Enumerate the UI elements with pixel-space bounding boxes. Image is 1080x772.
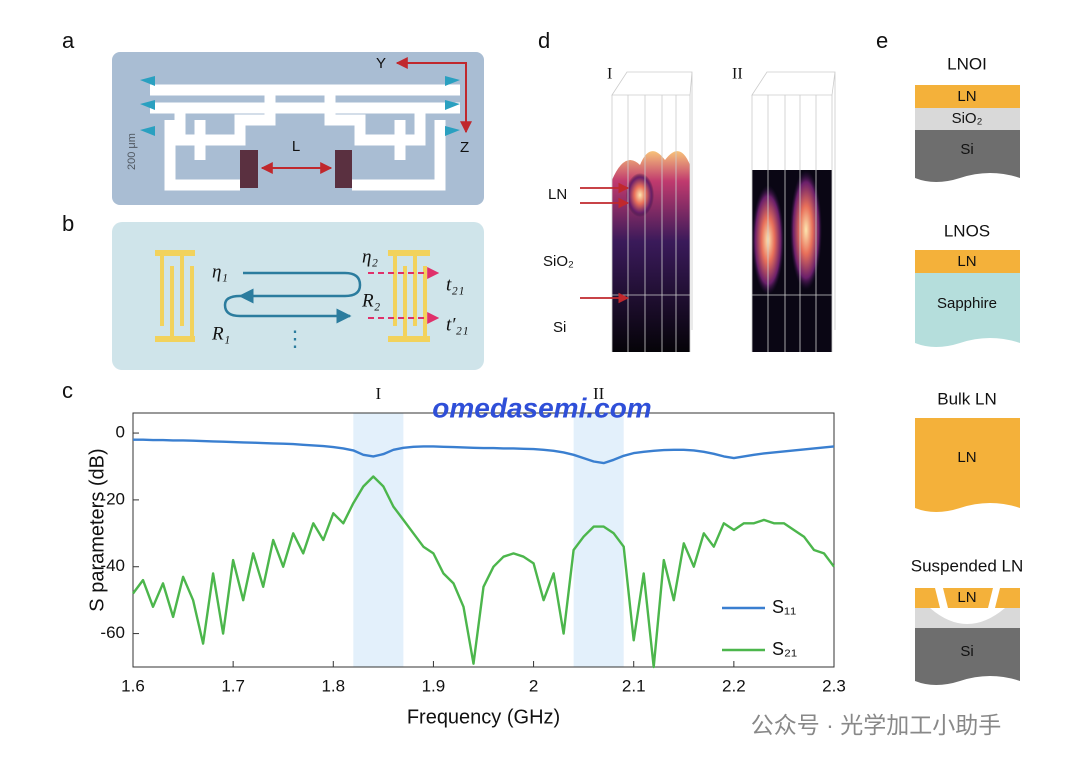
watermark: 公众号 · 光学加工小助手: [751, 712, 1001, 738]
stack-title: Suspended LN: [911, 556, 1023, 575]
panel-label: c: [62, 378, 73, 403]
axes-arrow: [395, 57, 472, 134]
t21: t₂₁: [446, 274, 465, 295]
layer-label: Si: [553, 319, 566, 336]
stack-bulk: Bulk LN LN: [915, 389, 1020, 512]
hotspot: [626, 173, 654, 217]
x-tick-label: 1.6: [121, 676, 145, 695]
wave-paths: [223, 271, 362, 324]
layer: [915, 130, 1020, 182]
layer-label: Sapphire: [937, 295, 997, 312]
x-tick-label: 1.9: [422, 676, 446, 695]
eta1: η₁: [212, 261, 228, 282]
panel-label: e: [876, 28, 888, 53]
transmitted: [368, 267, 440, 324]
x-tick-label: 2.2: [722, 676, 746, 695]
mode-label: I: [607, 66, 612, 83]
stack-suspended: Suspended LN LN Si: [911, 556, 1023, 685]
x-axis-label: Frequency (GHz): [407, 706, 560, 728]
layer-label: SiO₂: [952, 110, 983, 127]
layer-label: LN: [957, 88, 976, 105]
axis-y: Y: [376, 55, 386, 72]
t21-prime: t′₂₁: [446, 314, 469, 335]
layer-label: SiO₂: [543, 253, 574, 270]
stack-title: LNOI: [947, 54, 987, 73]
hotspot: [790, 170, 822, 290]
idt-right: [388, 250, 430, 342]
r1: R₁: [211, 323, 230, 344]
series-line: [132, 475, 835, 669]
plot-frame: [132, 412, 835, 668]
stack-title: LNOS: [944, 221, 990, 240]
x-tick-label: 1.8: [321, 676, 345, 695]
panel-label: d: [538, 28, 550, 53]
legend-label: S₁₁: [772, 597, 796, 617]
x-tick-label: 2.1: [622, 676, 646, 695]
mode-field: [612, 151, 690, 352]
wireframe: [611, 71, 836, 352]
x-tick-label: 2: [529, 676, 538, 695]
layer-label: LN: [957, 449, 976, 466]
layer: [915, 108, 1020, 130]
layer: [915, 628, 1020, 685]
length-label: L: [292, 138, 300, 155]
x-tick-label: 2.3: [822, 676, 846, 695]
y-tick-label: -40: [100, 556, 125, 575]
panel-label: a: [62, 28, 75, 53]
stack-lnoi: LNOI LN SiO₂ Si: [915, 54, 1020, 182]
watermark: omedasemi.com: [432, 392, 651, 423]
mode-label: II: [732, 66, 743, 83]
pad: [335, 150, 352, 188]
layer-label: Si: [960, 643, 973, 660]
y-tick-label: -60: [100, 623, 125, 642]
pad: [240, 150, 258, 188]
band-label: II: [593, 384, 605, 403]
more: ⋮: [284, 326, 306, 351]
pointers: [580, 182, 630, 304]
axis-z: Z: [460, 139, 469, 156]
y-tick-label: -20: [100, 489, 125, 508]
idt-left: [155, 250, 195, 342]
series-line: [133, 438, 835, 465]
layer: [915, 85, 1020, 108]
band-label: I: [376, 384, 382, 403]
scale-bar: 200 μm: [126, 133, 138, 170]
panel-label: b: [62, 211, 74, 236]
layer-label: Si: [960, 141, 973, 158]
stack-lnos: LNOS LN Sapphire: [915, 221, 1020, 347]
layer-label: LN: [548, 186, 567, 203]
layer: [915, 250, 1020, 273]
x-tick-label: 1.7: [221, 676, 245, 695]
layer: [915, 418, 1020, 512]
layer: [915, 273, 1020, 347]
y-tick-label: 0: [116, 423, 125, 442]
chart: I II0-20-40-601.6 1.7 1.8 1.9 2 2.1 2.2 2.3Frequ…: [86, 384, 846, 728]
cavity: [930, 608, 1005, 624]
layer-label: LN: [957, 253, 976, 270]
stack-title: Bulk LN: [937, 389, 997, 408]
layer: [915, 588, 1020, 608]
r2: R₂: [361, 290, 381, 311]
eta2: η₂: [362, 246, 378, 267]
y-axis-label: S parameters (dB): [86, 448, 108, 611]
legend-label: S₂₁: [772, 639, 797, 659]
highlight-band: [353, 413, 404, 667]
layer-label: LN: [957, 589, 976, 606]
